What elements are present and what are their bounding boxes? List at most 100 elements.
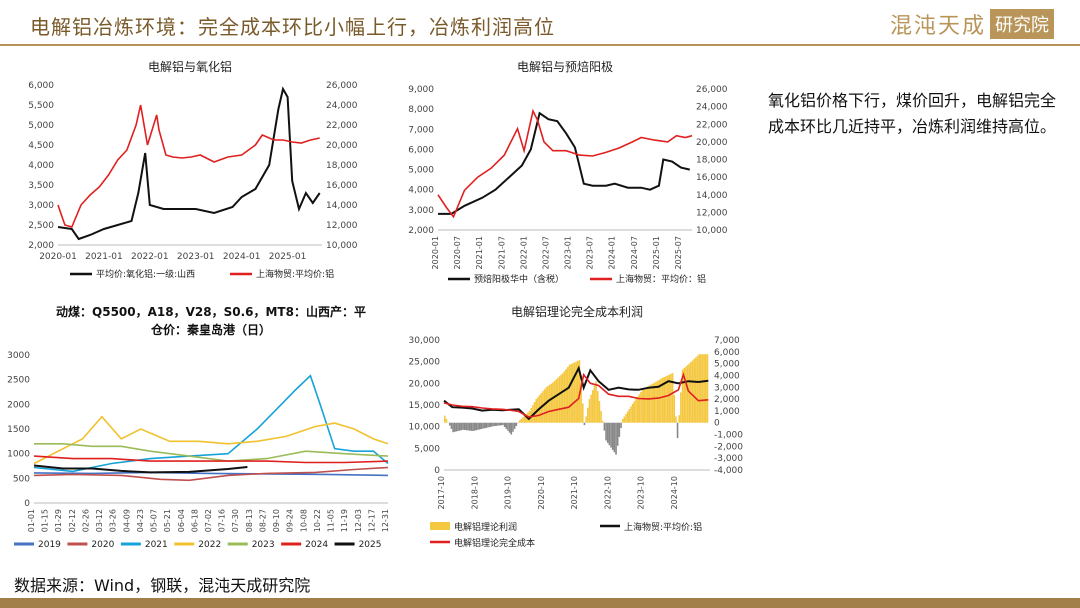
- x-tick-label: 2019-10: [504, 476, 513, 509]
- y-right-tick-label: -2,000: [714, 442, 743, 452]
- profit-bar: [671, 373, 674, 423]
- y-right-tick-label: 10,000: [326, 241, 358, 251]
- profit-bar: [676, 422, 679, 439]
- profit-bar: [635, 399, 637, 423]
- x-tick-label: 2021-01: [85, 252, 123, 262]
- series-line: [438, 111, 691, 215]
- profit-bar: [518, 420, 521, 423]
- x-tick-label: 03-12: [95, 509, 104, 532]
- x-tick-label: 12-31: [381, 509, 390, 532]
- profit-bar: [598, 401, 601, 423]
- profit-bar: [681, 369, 684, 423]
- x-tick-label: 09-24: [286, 509, 295, 532]
- profit-bar: [625, 414, 627, 423]
- legend-label: 预焙阳极华中（含税）: [474, 273, 564, 285]
- profit-bar: [611, 422, 614, 450]
- profit-bar: [490, 422, 493, 427]
- chart-aluminum-vs-alumina: 电解铝与氧化铝 2,000 2,500 3,000 3,500 4,000 4,500 5,0…: [28, 59, 358, 280]
- profit-bar: [450, 422, 453, 429]
- y-left-tick-label: 15,000: [409, 401, 441, 411]
- y-left-tick-label: 5,000: [408, 166, 434, 176]
- x-tick-label: 12-03: [354, 509, 363, 532]
- legend-label: 上海物贸：平均价：铝: [616, 273, 706, 285]
- profit-bar: [610, 422, 612, 448]
- series-line: [33, 455, 389, 464]
- profit-bar: [505, 422, 508, 429]
- y-right-tick-label: 20,000: [326, 141, 358, 151]
- logo-box-text: 研究院: [990, 9, 1054, 39]
- chart-coal-price: 动煤：Q5500，A18，V28，S0.6，MT8：山西产：平仓价：秦皇岛港（日…: [7, 304, 390, 550]
- profit-bar: [653, 382, 656, 423]
- profit-bar: [668, 374, 671, 423]
- profit-bar: [693, 358, 695, 423]
- profit-bar: [568, 364, 571, 423]
- legend-label: 2025: [359, 540, 382, 550]
- profit-bar: [593, 385, 596, 423]
- y-right-tick-label: 26,000: [696, 85, 728, 95]
- profit-bar: [651, 383, 654, 423]
- legend-swatch: [430, 522, 450, 530]
- chart-title: 电解铝理论完全成本利润: [511, 304, 643, 319]
- y-left-tick-label: 3,500: [28, 181, 54, 191]
- y-left-tick-label: 0: [434, 466, 440, 476]
- x-tick-label: 2024-01: [223, 252, 261, 262]
- profit-bar: [601, 420, 604, 423]
- profit-bar: [563, 371, 566, 423]
- chart-title: 电解铝与氧化铝: [148, 59, 232, 74]
- x-tick-label: 2022-01: [519, 236, 528, 269]
- series-line: [33, 374, 389, 473]
- profit-bar: [623, 416, 626, 423]
- y-right-tick-label: 3,000: [714, 383, 740, 393]
- profit-bar: [686, 365, 689, 423]
- y-left-tick-label: 20,000: [409, 379, 441, 389]
- profit-bar: [557, 377, 559, 423]
- profit-bar: [630, 406, 632, 423]
- y-right-tick-label: 14,000: [696, 191, 728, 201]
- page-title: 电解铝冶炼环境：完全成本环比小幅上行，冶炼利润高位: [30, 15, 555, 39]
- series-line: [57, 86, 321, 241]
- x-tick-label: 2023-01: [564, 236, 573, 269]
- profit-bar: [467, 422, 469, 431]
- profit-bar: [696, 355, 699, 423]
- y-right-tick-label: 24,000: [326, 101, 358, 111]
- profit-bar: [636, 396, 639, 423]
- chart-aluminum-vs-anode: 电解铝与预焙阳极 2,000 3,000 4,000 5,000 6,000 7,000 8,…: [408, 59, 728, 285]
- x-tick-label: 10-08: [299, 509, 308, 532]
- x-tick-label: 2021-01: [475, 236, 484, 269]
- x-tick-label: 05-07: [150, 509, 159, 532]
- x-tick-label: 2025-01: [269, 252, 307, 262]
- y-right-tick-label: 4,000: [714, 371, 740, 381]
- profit-bar: [656, 380, 659, 423]
- profit-bar: [445, 418, 448, 423]
- y-left-tick-label: 5,500: [28, 101, 54, 111]
- profit-bar: [480, 422, 483, 430]
- profit-bar: [691, 360, 694, 423]
- x-tick-label: 2020-07: [453, 236, 462, 269]
- profit-bar: [615, 422, 617, 455]
- y-left-tick-label: 500: [13, 474, 30, 484]
- profit-bar: [685, 366, 687, 423]
- profit-bar: [586, 407, 589, 423]
- profit-bar: [512, 422, 514, 432]
- profit-bar: [583, 422, 586, 426]
- y-right-tick-label: 18,000: [696, 156, 728, 166]
- legend-label: 平均价:氧化铝:一级:山西: [96, 268, 195, 280]
- x-tick-label: 01-15: [41, 509, 50, 532]
- profit-bar: [503, 422, 506, 427]
- legend-label: 2020: [91, 540, 114, 550]
- footer-bar: [0, 598, 1080, 608]
- profit-bar: [675, 416, 677, 423]
- y-left-tick-label: 8,000: [408, 105, 434, 115]
- y-right-tick-label: 2,000: [714, 395, 740, 405]
- profit-bar: [631, 403, 634, 423]
- profit-bar: [498, 422, 501, 426]
- profit-bar: [600, 410, 602, 423]
- y-right-tick-label: 18,000: [326, 161, 358, 171]
- profit-bar: [638, 394, 641, 423]
- x-tick-label: 02-12: [68, 509, 77, 532]
- profit-bar: [580, 381, 582, 423]
- profit-bar: [495, 422, 498, 426]
- legend-label: 2023: [252, 540, 275, 550]
- profit-bar: [585, 416, 587, 423]
- x-tick-label: 11-19: [340, 509, 349, 532]
